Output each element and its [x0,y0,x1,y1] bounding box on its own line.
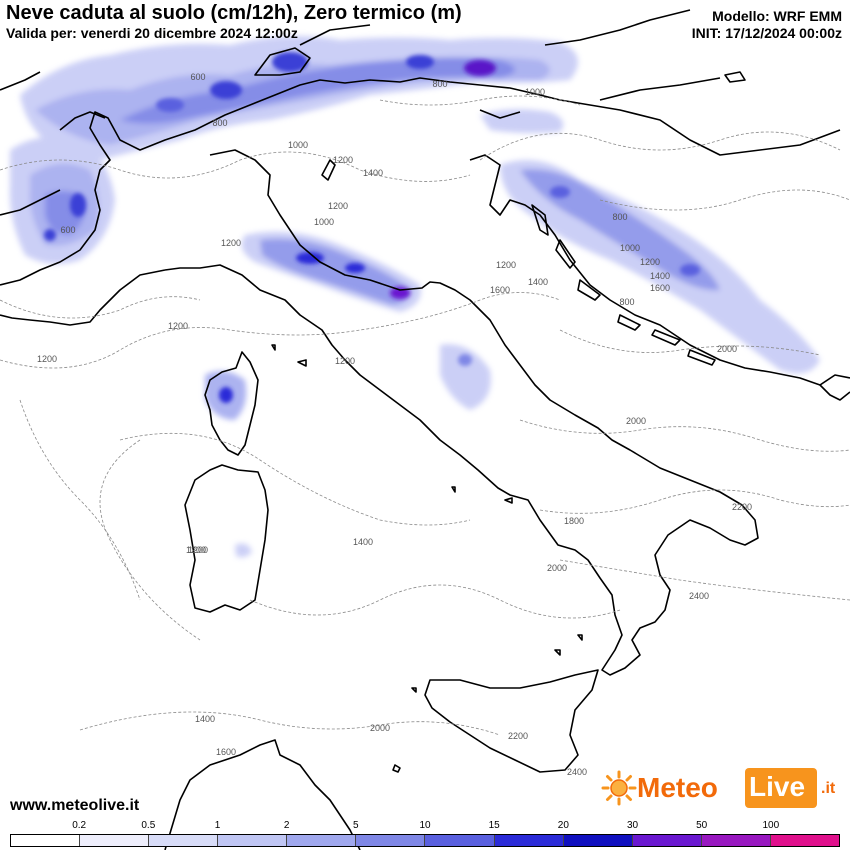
contour-label: 2000 [626,416,646,426]
freezing-level-contours [0,95,850,736]
contour-label: 1200 [188,545,208,555]
scale-tick-label: 5 [353,820,359,831]
sun-icon [601,770,637,806]
contour-label: 1200 [640,257,660,267]
contour-label: 2200 [732,502,752,512]
contour-label: 1400 [528,277,548,287]
contour-label: 1000 [620,243,640,253]
contour-label: 800 [619,297,634,307]
scale-cell [149,835,219,846]
logo-tld: .it [821,780,836,797]
coastlines [0,9,850,850]
scale-cell [563,835,633,846]
contour-label: 2000 [370,723,390,733]
contour-label: 800 [612,212,627,222]
scale-cell [494,835,564,846]
contour-label: 1000 [314,217,334,227]
scale-tick-label: 2 [283,820,290,831]
contour-label: 1400 [363,168,383,178]
contour-label: 1200 [37,354,57,364]
contour-label: 1200 [328,201,348,211]
scale-cell [80,835,150,846]
contour-label: 2400 [567,767,587,777]
scale-tick-label: 100 [762,820,780,831]
contour-label: 1200 [221,238,241,248]
logo-live-box: Live [745,768,817,808]
logo-meteo-text: Meteo [637,772,718,803]
snowfall-shading [9,36,820,558]
contour-label: 1200 [186,545,206,555]
contour-labels: 6008008001000100012001400120010006001200… [37,72,752,777]
scale-tick-label: 30 [626,820,639,831]
scale-cell [11,835,81,846]
color-scale-legend: 0.2 0.5 1 2 5 10 15 20 30 50 100 [10,820,840,850]
scale-cell [287,835,357,846]
contour-label: 1000 [525,87,545,97]
contour-label: 1800 [564,516,584,526]
contour-label: 1000 [288,140,308,150]
scale-cell [701,835,771,846]
map-title: Neve caduta al suolo (cm/12h), Zero term… [6,2,462,24]
website-url: www.meteolive.it [10,797,140,814]
scale-tick-label: 15 [488,820,500,831]
scale-cell [632,835,702,846]
contour-label: 1200 [335,356,355,366]
scale-tick-label: 10 [419,820,431,831]
contour-label: 1600 [216,747,236,757]
scale-cell [218,835,288,846]
contour-label: 2200 [508,731,528,741]
contour-label: 2000 [717,344,737,354]
valid-time: Valida per: venerdi 20 dicembre 2024 12:… [6,25,298,41]
contour-label: 1200 [333,155,353,165]
contour-label: 600 [190,72,205,82]
contour-label: 1600 [650,283,670,293]
contour-label: 2400 [689,591,709,601]
contour-label: 1400 [650,271,670,281]
scale-tick-label: 20 [557,820,569,831]
contour-label: 800 [432,79,447,89]
scale-bar [10,834,840,847]
scale-cell [770,835,839,846]
scale-tick-label: 0.5 [141,820,156,831]
init-time: INIT: 17/12/2024 00:00z [691,25,842,41]
model-name: Modello: WRF EMM [712,8,842,24]
contour-label: 2000 [547,563,567,573]
contour-label: 1600 [490,285,510,295]
contour-label: 1200 [496,260,516,270]
scale-cell [425,835,495,846]
logo-live-text: Live [749,771,806,802]
contour-label: 1200 [168,321,188,331]
scale-tick-label: 50 [696,820,708,831]
meteolive-logo: Meteo Live .it [599,764,835,814]
scale-tick-label: 1 [214,820,221,831]
contour-label: 800 [212,118,227,128]
contour-label: 1400 [353,537,373,547]
scale-tick-label: 0.2 [72,820,87,831]
contour-label: 1400 [195,714,215,724]
scale-cell [356,835,426,846]
contour-label: 600 [60,225,75,235]
